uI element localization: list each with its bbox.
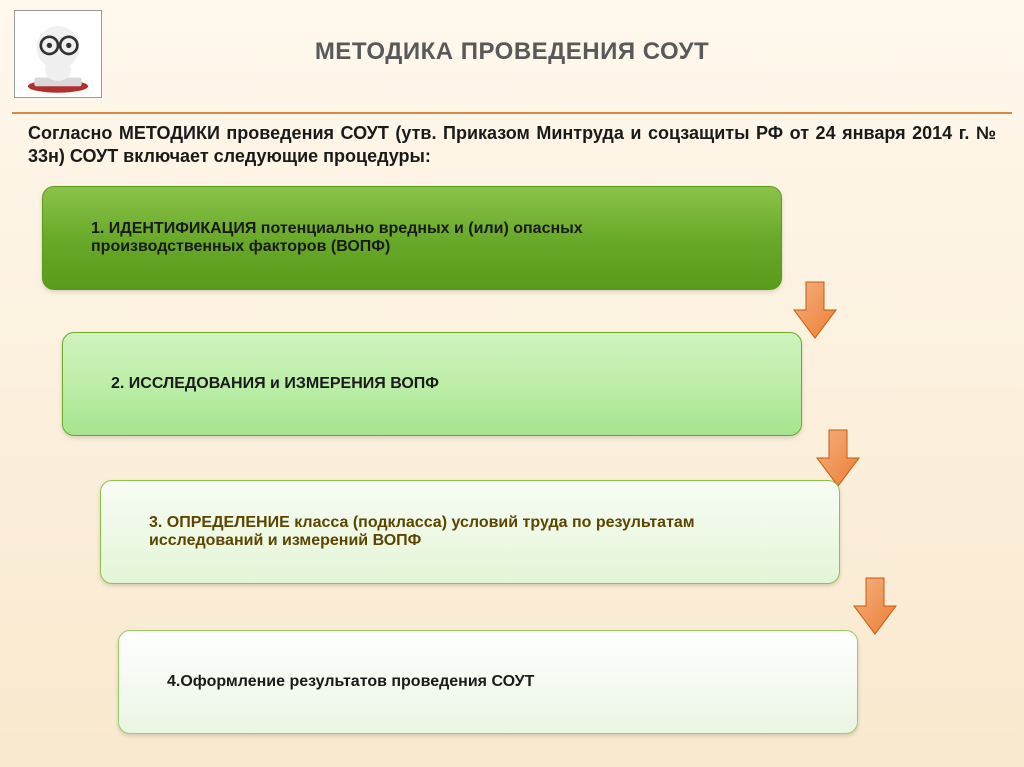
step-2-research: 2. ИССЛЕДОВАНИЯ и ИЗМЕРЕНИЯ ВОПФ: [62, 332, 802, 436]
step-3-label: 3. ОПРЕДЕЛЕНИЕ класса (подкласса) услови…: [149, 514, 791, 550]
title-underline: [12, 112, 1012, 114]
page-title: МЕТОДИКА ПРОВЕДЕНИЯ СОУТ: [0, 38, 1024, 66]
step-3-classification: 3. ОПРЕДЕЛЕНИЕ класса (подкласса) услови…: [100, 480, 840, 584]
arrow-1: [792, 280, 838, 340]
intro-text: Согласно МЕТОДИКИ проведения СОУТ (утв. …: [28, 122, 996, 169]
step-1-label: 1. ИДЕНТИФИКАЦИЯ потенциально вредных и …: [91, 220, 733, 256]
step-2-label: 2. ИССЛЕДОВАНИЯ и ИЗМЕРЕНИЯ ВОПФ: [111, 375, 439, 393]
step-4-results: 4.Оформление результатов проведения СОУТ: [118, 630, 858, 734]
step-1-identification: 1. ИДЕНТИФИКАЦИЯ потенциально вредных и …: [42, 186, 782, 290]
step-4-label: 4.Оформление результатов проведения СОУТ: [167, 673, 534, 691]
arrow-2: [815, 428, 861, 488]
arrow-3: [852, 576, 898, 636]
